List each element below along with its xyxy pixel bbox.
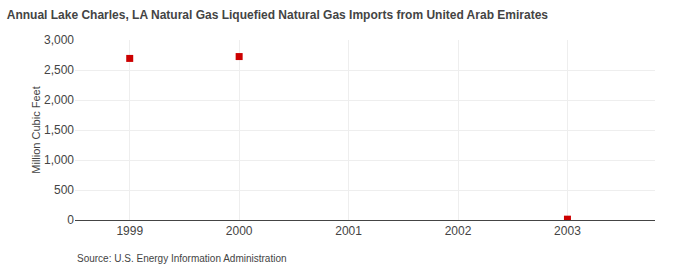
svg-text:3,000: 3,000: [44, 33, 74, 47]
svg-text:0: 0: [67, 213, 74, 227]
svg-text:Million Cubic Feet: Million Cubic Feet: [30, 86, 42, 173]
svg-text:Source: U.S. Energy Informatio: Source: U.S. Energy Information Administ…: [77, 253, 287, 264]
svg-text:2002: 2002: [445, 224, 472, 238]
svg-text:1999: 1999: [116, 224, 143, 238]
svg-text:2000: 2000: [226, 224, 253, 238]
svg-text:2,000: 2,000: [44, 93, 74, 107]
svg-text:2,500: 2,500: [44, 63, 74, 77]
svg-text:2001: 2001: [335, 224, 362, 238]
svg-text:1,500: 1,500: [44, 123, 74, 137]
svg-text:1,000: 1,000: [44, 153, 74, 167]
svg-text:2003: 2003: [554, 224, 581, 238]
svg-text:Annual Lake Charles, LA Natura: Annual Lake Charles, LA Natural Gas Liqu…: [7, 8, 549, 22]
svg-text:500: 500: [54, 183, 74, 197]
